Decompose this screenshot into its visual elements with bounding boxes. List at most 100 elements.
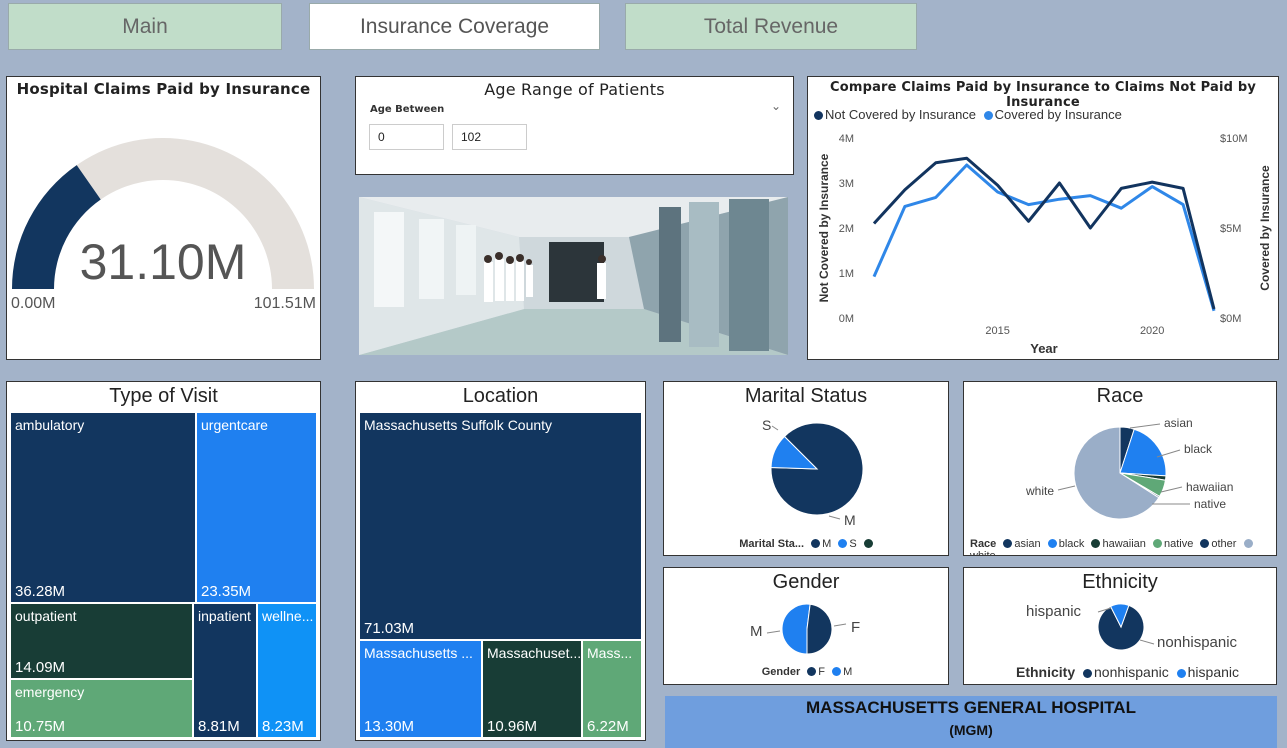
treemap-label: outpatient: [15, 608, 77, 624]
ethnicity-pie: [1097, 603, 1155, 651]
legend-dot: [1176, 669, 1186, 678]
gauge-value: 31.10M: [79, 234, 247, 290]
pie-label-black: black: [1184, 442, 1213, 456]
legend-title: Gender: [761, 666, 801, 678]
pie-label-f: F: [851, 619, 861, 636]
legend-item: hawaiian: [1102, 538, 1146, 550]
legend-item: asian: [1014, 538, 1041, 550]
treemap-label: emergency: [15, 684, 85, 700]
race-title: Race: [1096, 385, 1144, 407]
chevron-down-icon[interactable]: ⌄: [770, 99, 781, 113]
leader-line: [1097, 607, 1112, 613]
age-to-input[interactable]: 102: [452, 124, 527, 150]
legend-title: Ethnicity: [1016, 664, 1076, 680]
legend-dot: [1200, 539, 1210, 548]
y-left-tick: 4M: [839, 133, 854, 145]
y-left-tick: 2M: [839, 223, 854, 235]
age-slicer-title: Age Range of Patients: [484, 80, 665, 99]
treemap-inpatient[interactable]: inpatient 8.81M: [194, 604, 256, 737]
legend-item: nonhispanic: [1094, 664, 1169, 680]
pie-label-native: native: [1194, 497, 1227, 511]
race-card: Race asian black hawaiian native white R…: [963, 381, 1277, 556]
treemap-wellness[interactable]: wellne... 8.23M: [258, 604, 316, 737]
y-right-tick: $0M: [1220, 313, 1241, 325]
treemap-emergency[interactable]: emergency 10.75M: [11, 680, 192, 737]
treemap-value: 8.81M: [198, 718, 240, 735]
gauge-card: Hospital Claims Paid by Insurance 31.10M…: [6, 76, 321, 360]
pie-slice: [806, 603, 833, 655]
treemap-label: urgentcare: [201, 417, 268, 433]
gauge-fill: [12, 165, 101, 289]
treemap-ambulatory[interactable]: ambulatory 36.28M: [11, 413, 195, 602]
treemap-value: 71.03M: [364, 620, 415, 637]
pie-label-asian: asian: [1164, 416, 1193, 430]
line-chart-legend: Not Covered by Insurance Covered by Insu…: [814, 107, 1122, 122]
marital-title: Marital Status: [744, 385, 868, 407]
legend-dot: [1083, 669, 1093, 678]
tab-insurance-coverage[interactable]: Insurance Coverage: [309, 3, 600, 50]
pie-slice: [781, 603, 811, 655]
legend-dot: [1091, 539, 1101, 548]
tab-main[interactable]: Main: [8, 3, 282, 50]
legend-title: Marital Sta...: [739, 538, 805, 550]
treemap-location-4[interactable]: Mass... 6.22M: [583, 641, 641, 737]
treemap-label: Massachuset...: [487, 645, 581, 661]
x-tick: 2020: [1140, 325, 1164, 337]
legend-dot-covered: [983, 111, 993, 120]
leader-line: [766, 630, 781, 634]
series-line-not-covered: [872, 156, 1216, 310]
gender-pie: [766, 603, 847, 655]
treemap-value: 10.96M: [487, 718, 538, 735]
y-right-axis-label: Covered by Insurance: [1258, 165, 1272, 291]
age-slicer-card: Age Range of Patients Age Between ⌄ 0 10…: [355, 76, 794, 175]
y-right-tick: $10M: [1220, 133, 1248, 145]
treemap-outpatient[interactable]: outpatient 14.09M: [11, 604, 192, 678]
ethnicity-card: Ethnicity hispanic nonhispanic Ethnicity…: [963, 567, 1277, 685]
y-left-tick: 0M: [839, 313, 854, 325]
line-chart-svg: 0M 1M 2M 3M 4M $0M $5M $10M 2015 2020 Year Not Cove…: [817, 133, 1272, 356]
treemap-value: 13.30M: [364, 718, 415, 735]
treemap-value: 10.75M: [15, 718, 66, 735]
legend-dot: [832, 667, 842, 676]
age-between-label: Age Between: [370, 104, 445, 115]
x-tick: 2015: [985, 325, 1009, 337]
ethnicity-legend: Ethnicity nonhispanic hispanic: [1016, 664, 1239, 680]
marital-legend: Marital Sta... M S: [664, 538, 948, 550]
age-from-input[interactable]: 0: [369, 124, 444, 150]
legend-dot-not-covered: [814, 111, 823, 120]
tab-total-revenue[interactable]: Total Revenue: [625, 3, 917, 50]
y-left-tick: 3M: [839, 178, 854, 190]
gauge-track: [12, 138, 314, 289]
leader-line: [1156, 449, 1181, 458]
hospital-banner: MASSACHUSETTS GENERAL HOSPITAL (MGM): [665, 696, 1277, 748]
pie-label-hawaiian: hawaiian: [1186, 480, 1234, 494]
visit-type-title: Type of Visit: [109, 385, 218, 407]
treemap-label: Massachusetts ...: [364, 645, 473, 661]
pie-slice: [770, 435, 819, 470]
y-right-tick: $5M: [1220, 223, 1241, 235]
pie-slice: [1109, 603, 1130, 629]
marital-pie: [770, 422, 864, 520]
legend-item: M: [822, 538, 832, 550]
treemap-urgentcare[interactable]: urgentcare 23.35M: [197, 413, 316, 602]
treemap-label: Massachusetts Suffolk County: [364, 417, 553, 433]
gauge-svg: [12, 138, 314, 289]
treemap-location-3[interactable]: Massachuset... 10.96M: [483, 641, 581, 737]
treemap-suffolk[interactable]: Massachusetts Suffolk County 71.03M: [360, 413, 641, 639]
legend-dot: [807, 667, 817, 676]
line-chart-title: Compare Claims Paid by Insurance to Clai…: [829, 80, 1257, 110]
gauge-max: 101.51M: [253, 295, 316, 312]
gauge-min: 0.00M: [11, 295, 56, 312]
treemap-value: 8.23M: [262, 718, 304, 735]
visit-type-card: Type of Visit ambulatory 36.28M urgentca…: [6, 381, 321, 741]
legend-dot: [1003, 539, 1013, 548]
location-card: Location Massachusetts Suffolk County 71…: [355, 381, 646, 741]
legend-dot: [1243, 539, 1253, 548]
legend-dot: [863, 539, 873, 548]
legend-item: native: [1163, 538, 1194, 550]
pie-slice: [1073, 426, 1160, 520]
legend-title: Race: [970, 538, 997, 550]
treemap-location-2[interactable]: Massachusetts ... 13.30M: [360, 641, 481, 737]
legend-item: M: [843, 666, 853, 678]
pie-label-nonhispanic: nonhispanic: [1157, 634, 1238, 651]
